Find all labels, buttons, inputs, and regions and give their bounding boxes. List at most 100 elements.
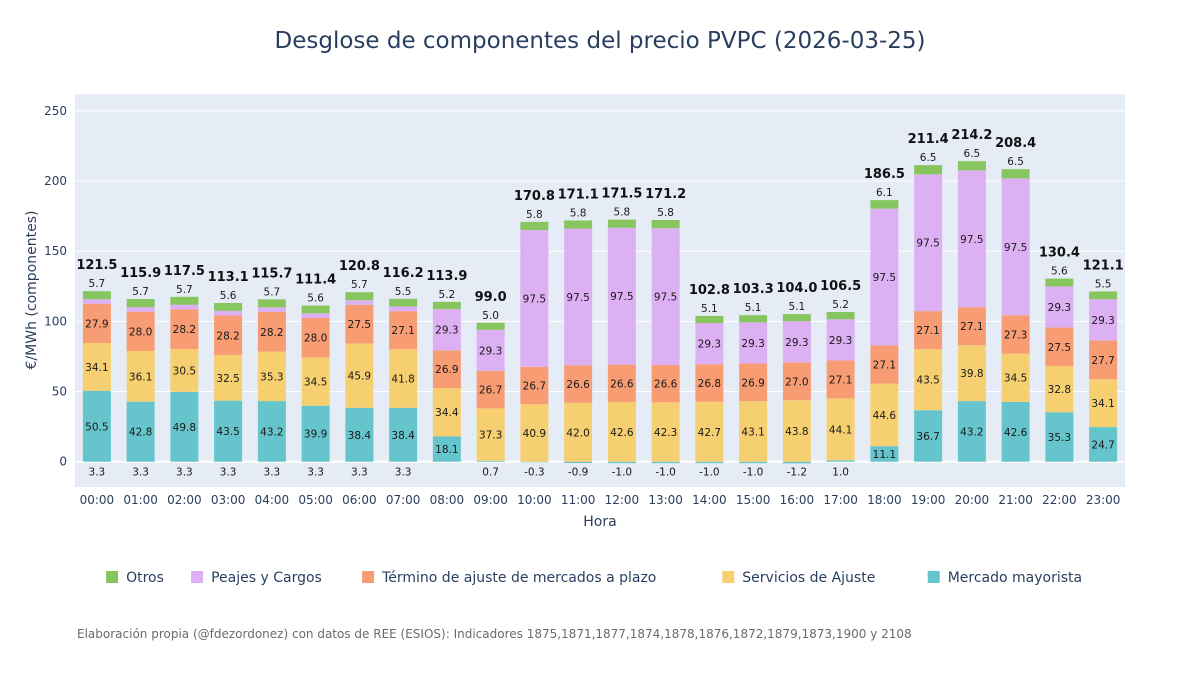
segment-label: 27.5 <box>348 319 371 331</box>
bar-segment <box>1089 379 1118 428</box>
total-label: 171.1 <box>558 187 599 202</box>
x-tick-label: 16:00 <box>780 493 815 507</box>
total-label: 113.1 <box>208 270 249 285</box>
x-tick-label: 18:00 <box>867 493 902 507</box>
segment-label: 18.1 <box>435 444 458 456</box>
bar-segment <box>301 313 330 319</box>
segment-labels: 50.5 34.1 27.9 3.3 5.7 42.8 36.1 28.0 3.3 5.7 49.8… <box>85 148 1115 479</box>
segment-label: 28.2 <box>173 324 196 336</box>
segment-label: 97.5 <box>610 291 633 303</box>
bar-segment <box>520 461 549 463</box>
segment-label: 3.3 <box>307 467 324 479</box>
x-tick-label: 15:00 <box>736 493 771 507</box>
bar-segment <box>476 322 505 330</box>
segment-label: 97.5 <box>1004 242 1027 254</box>
segment-label: 5.5 <box>395 286 412 298</box>
segment-label: -1.0 <box>655 467 676 479</box>
bar-segment <box>126 401 155 462</box>
x-tick-label: 08:00 <box>430 493 465 507</box>
x-tick-label: 17:00 <box>823 493 858 507</box>
bar-segment <box>739 315 768 323</box>
bar-segment <box>520 221 549 231</box>
x-tick-label: 06:00 <box>342 493 377 507</box>
bar-segment <box>782 314 811 322</box>
segment-label: 97.5 <box>960 234 983 246</box>
total-label: 121.5 <box>76 258 117 273</box>
bar-segment <box>739 363 768 402</box>
segment-label: 38.4 <box>348 430 372 442</box>
segment-label: -0.3 <box>524 467 545 479</box>
total-label: 111.4 <box>295 273 336 288</box>
segment-label: 26.6 <box>566 379 590 391</box>
bar-segment <box>1045 366 1074 413</box>
bar-segment <box>782 321 811 363</box>
segment-label: 5.7 <box>351 279 368 291</box>
total-label: 102.8 <box>689 283 730 298</box>
bar-segment <box>914 410 943 462</box>
bar-segment <box>345 304 374 344</box>
bar-segment <box>389 407 418 462</box>
total-label: 186.5 <box>864 167 905 182</box>
segment-label: 24.7 <box>1091 439 1114 451</box>
segment-label: 26.8 <box>698 378 721 390</box>
segment-label: 34.4 <box>435 407 459 419</box>
bar-segment <box>607 461 636 464</box>
segment-label: 97.5 <box>654 292 677 304</box>
total-label: 113.9 <box>426 269 467 284</box>
bar-segment <box>1089 291 1118 300</box>
segment-label: 34.5 <box>1004 373 1027 385</box>
segment-label: 27.7 <box>1091 355 1114 367</box>
bar-segment <box>914 174 943 312</box>
segment-label: 97.5 <box>916 238 939 250</box>
total-label: 171.5 <box>601 187 642 202</box>
x-tick-label: 09:00 <box>473 493 508 507</box>
segment-label: 28.0 <box>304 333 327 345</box>
segment-label: 27.1 <box>829 374 852 386</box>
segment-label: -1.2 <box>787 467 808 479</box>
bar-segment <box>301 405 330 462</box>
bar-segment <box>870 200 899 209</box>
segment-label: 5.8 <box>526 209 543 221</box>
x-tick-label: 02:00 <box>167 493 202 507</box>
segment-label: 39.9 <box>304 429 327 441</box>
y-tick-label: 250 <box>44 104 67 118</box>
segment-label: 43.2 <box>960 426 983 438</box>
bar-segment <box>870 208 899 346</box>
bar-segment <box>126 299 155 308</box>
segment-label: 5.7 <box>132 286 149 298</box>
bar-segment <box>82 390 111 462</box>
segment-label: 26.6 <box>654 379 678 391</box>
total-label: 103.3 <box>733 282 774 297</box>
bar-segment <box>82 342 111 391</box>
plot-area <box>75 94 1125 487</box>
segment-label: 27.1 <box>391 325 414 337</box>
segment-label: 43.1 <box>741 426 764 438</box>
total-label: 121.1 <box>1083 258 1124 273</box>
x-tick-label: 07:00 <box>386 493 421 507</box>
segment-label: 0.7 <box>482 467 499 479</box>
legend-swatch <box>106 571 119 583</box>
legend-swatch <box>722 571 735 583</box>
bar-segment <box>564 461 593 463</box>
bar-segment <box>1001 353 1030 402</box>
x-axis-title: Hora <box>583 514 616 530</box>
segment-label: 29.3 <box>1091 315 1114 327</box>
bar-segment <box>914 165 943 175</box>
segment-label: 40.9 <box>523 428 546 440</box>
bar-segment <box>914 349 943 411</box>
bar-segment <box>345 300 374 305</box>
segment-label: 38.4 <box>391 430 415 442</box>
segment-label: 5.5 <box>1095 278 1112 290</box>
y-tick-label: 200 <box>44 174 67 188</box>
x-tick-label: 01:00 <box>123 493 158 507</box>
bar-segment <box>170 309 199 350</box>
bar-segment <box>870 383 899 447</box>
bar-segment <box>651 402 680 462</box>
segment-label: 27.3 <box>1004 329 1027 341</box>
bar-segment <box>257 311 286 352</box>
segment-label: 37.3 <box>479 430 502 442</box>
bar-segment <box>1001 169 1030 179</box>
legend-item: Mercado mayorista <box>948 570 1082 586</box>
bar-segment <box>170 296 199 305</box>
segment-label: 29.3 <box>829 335 852 347</box>
